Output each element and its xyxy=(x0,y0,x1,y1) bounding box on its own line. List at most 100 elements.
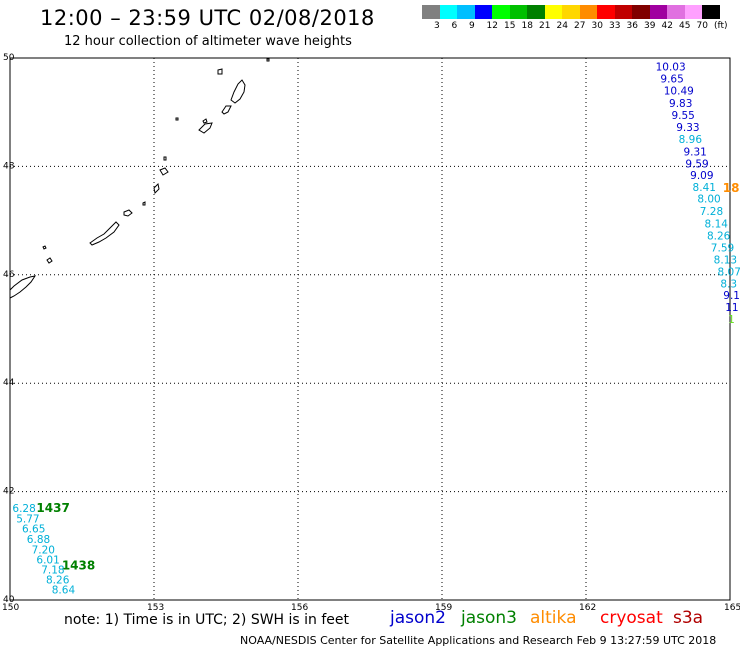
color-scale-swatch xyxy=(667,5,685,19)
color-scale-label: 27 xyxy=(574,21,586,31)
longitude-tick-label: 156 xyxy=(291,603,308,613)
color-scale-label: 24 xyxy=(556,21,568,31)
coastline xyxy=(9,58,270,299)
legend-entry-cryosat: cryosat xyxy=(600,608,663,628)
axis-labels: 150 153 156 159 162 165 50 48 46 44 42 40 xyxy=(2,53,740,613)
color-scale-label: 21 xyxy=(539,21,551,31)
swh-value-label: 11 xyxy=(725,302,738,314)
swh-value-label: 7.28 xyxy=(700,206,723,218)
swh-value-label: 7.20 xyxy=(32,544,55,556)
swh-value-label: 8.3 xyxy=(720,278,737,290)
longitude-tick-label: 165 xyxy=(724,603,740,613)
longitude-tick-label: 162 xyxy=(579,603,596,613)
coastline-simushir xyxy=(159,167,169,176)
legend-entry-altika: altika xyxy=(530,608,577,628)
coastline-matua xyxy=(198,122,213,134)
coastline-islet-9 xyxy=(217,68,223,75)
coastline-islet-8 xyxy=(175,117,179,121)
color-scale-label: 6 xyxy=(451,21,458,31)
longitude-tick-label: 153 xyxy=(147,603,164,613)
coastline-islet-10 xyxy=(266,58,270,62)
color-scale-swatch xyxy=(422,5,440,19)
legend-entry-jason2: jason2 xyxy=(390,608,446,628)
latitude-tick-label: 50 xyxy=(3,53,15,63)
color-scale-swatch xyxy=(457,5,475,19)
latitude-tick-label: 46 xyxy=(3,270,15,280)
map-grid xyxy=(10,58,730,600)
coastline-islet-5 xyxy=(153,182,160,195)
color-scale-swatch xyxy=(527,5,545,19)
credit-footer: NOAA/NESDIS Center for Satellite Applica… xyxy=(240,634,717,647)
coastline-islet-4 xyxy=(142,201,146,206)
swh-value-label: 5.77 xyxy=(16,513,39,525)
swh-value-label: 9.65 xyxy=(660,73,683,85)
color-scale-label: 39 xyxy=(644,21,656,31)
swh-value-label: 10.49 xyxy=(664,85,694,97)
swh-value-label: 6.65 xyxy=(22,523,45,535)
color-scale-bar xyxy=(422,5,720,19)
color-scale-label: 9 xyxy=(469,21,475,31)
latitude-tick-label: 48 xyxy=(3,161,15,171)
color-scale-swatch xyxy=(702,5,720,19)
color-scale-labels: 3 6 9 12 15 18 21 24 27 30 33 36 39 42 45 70 (ft) xyxy=(422,21,740,33)
color-scale-swatch xyxy=(544,5,562,19)
legend-entry-jason3: jason3 xyxy=(461,608,517,628)
map-subtitle: 12 hour collection of altimeter wave hei… xyxy=(64,34,352,49)
color-scale-label: 15 xyxy=(504,21,516,31)
color-scale-swatch xyxy=(684,5,702,19)
color-scale-label: 33 xyxy=(609,21,621,31)
coastline-paramushir xyxy=(230,79,246,104)
swh-value-label: 8.64 xyxy=(52,584,76,596)
color-scale-swatch xyxy=(439,5,457,19)
color-scale-label: 3 xyxy=(434,21,440,31)
color-scale-label: 36 xyxy=(626,21,638,31)
color-scale-swatch xyxy=(614,5,632,19)
latitude-tick-label: 44 xyxy=(3,378,15,388)
swh-value-label: 8.26 xyxy=(707,231,731,243)
swh-value-label: 9.31 xyxy=(683,147,706,159)
swh-value-label: 8.13 xyxy=(714,254,737,266)
swh-value-label: 8.00 xyxy=(697,194,720,206)
swh-value-label: 6.01 xyxy=(36,555,59,567)
swh-value-label: 9.33 xyxy=(676,122,699,134)
altimeter-track-values: 10.039.6510.499.839.559.338.969.319.599.… xyxy=(12,61,740,596)
swh-value-label: 8.96 xyxy=(679,134,703,146)
swh-value-label: 6.28 xyxy=(12,503,35,515)
coastline-islet-3 xyxy=(42,245,47,250)
swh-value-label: 1 xyxy=(728,314,735,326)
pass-time-label: 1437 xyxy=(36,501,69,515)
pass-time-labels: 1437 1438 18 xyxy=(36,181,739,573)
swh-value-label: 9.55 xyxy=(671,110,694,122)
legend-entry-s3a: s3a xyxy=(673,608,704,628)
swh-value-label: 7.18 xyxy=(41,564,64,576)
coastline-islet-6 xyxy=(163,156,167,161)
color-scale-label: 70 xyxy=(696,21,708,31)
longitude-tick-label: 159 xyxy=(435,603,452,613)
coastline-onekotan xyxy=(221,105,232,115)
color-scale-label: 45 xyxy=(679,21,691,31)
color-scale-swatch xyxy=(597,5,615,19)
swh-value-label: 8.07 xyxy=(718,266,740,278)
color-scale-label: 42 xyxy=(661,21,673,31)
swh-value-label: 9.09 xyxy=(690,170,713,182)
coastline-islet-2 xyxy=(46,257,53,264)
color-scale-label: 12 xyxy=(486,21,498,31)
swh-value-label: 8.26 xyxy=(46,575,70,587)
pass-time-label: 18 xyxy=(723,181,740,195)
color-scale-swatch xyxy=(562,5,580,19)
footnote: note: 1) Time is in UTC; 2) SWH is in fe… xyxy=(64,612,350,628)
map-frame xyxy=(9,57,731,601)
swh-value-label: 9.59 xyxy=(685,158,708,170)
map-title: 12:00 – 23:59 UTC 02/08/2018 xyxy=(40,6,375,30)
color-scale-label: 18 xyxy=(521,21,533,31)
coastline-islet-7 xyxy=(202,118,208,124)
swh-value-label: 6.88 xyxy=(27,534,50,546)
longitude-tick-label: 150 xyxy=(2,603,19,613)
swh-value-label: 7.59 xyxy=(711,242,734,254)
swh-value-label: 9.83 xyxy=(669,98,692,110)
latitude-tick-label: 42 xyxy=(3,487,14,497)
color-scale-swatch xyxy=(509,5,527,19)
coastline-hokkaido xyxy=(9,275,37,299)
